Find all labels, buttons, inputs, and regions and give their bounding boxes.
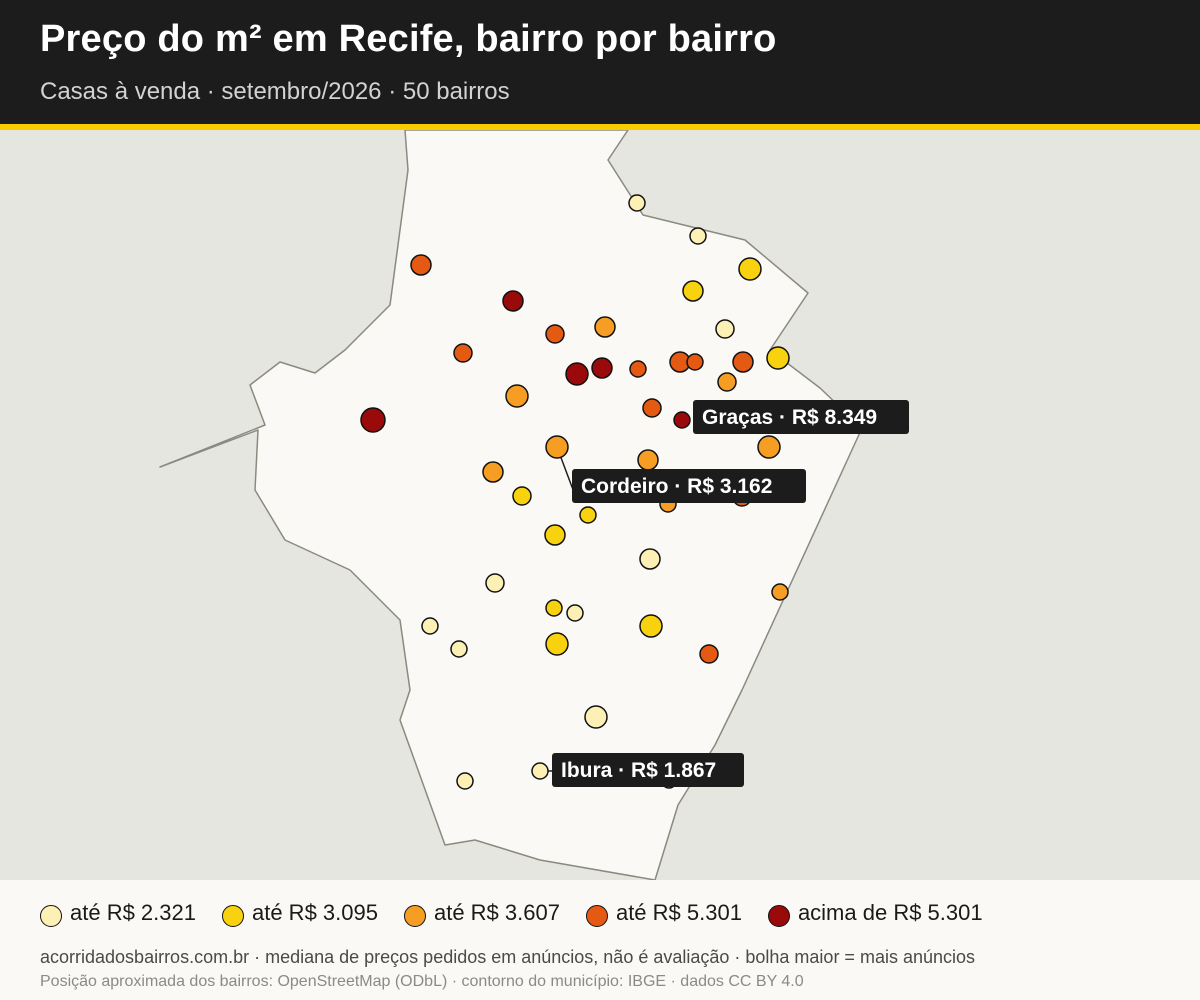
neighborhood-bubble[interactable] (766, 346, 790, 370)
neighborhood-bubble[interactable] (594, 316, 616, 338)
neighborhood-bubble[interactable] (482, 461, 504, 483)
highlighted-bubble[interactable] (673, 411, 691, 429)
neighborhood-bubble[interactable] (410, 254, 432, 276)
legend-item: até R$ 3.095 (221, 900, 378, 927)
neighborhood-bubble[interactable] (584, 705, 608, 729)
neighborhood-bubble[interactable] (738, 257, 762, 281)
highlighted-bubble[interactable] (545, 435, 569, 459)
neighborhood-bubble[interactable] (565, 362, 589, 386)
neighborhood-bubble[interactable] (450, 640, 468, 658)
legend-swatch-class-5 (767, 905, 790, 927)
callout-label: Graças · R$ 8.349 (702, 406, 877, 429)
neighborhood-bubble[interactable] (682, 280, 704, 302)
footer: até R$ 2.321 até R$ 3.095 até R$ 3.607 a… (0, 880, 1200, 1000)
neighborhood-bubble[interactable] (502, 290, 524, 312)
callout-box (572, 469, 806, 503)
neighborhood-bubble[interactable] (579, 506, 597, 524)
neighborhood-bubble[interactable] (505, 384, 529, 408)
legend-label: até R$ 5.301 (615, 900, 742, 925)
legend-label: até R$ 3.607 (433, 900, 560, 925)
legend-label: até R$ 2.321 (70, 900, 196, 925)
callout-box (693, 400, 909, 434)
legend-label: acima de R$ 5.301 (797, 900, 983, 925)
source-credits: Posição aproximada dos bairros: OpenStre… (40, 973, 804, 990)
legend-label: até R$ 3.095 (251, 900, 378, 925)
legend-item: acima de R$ 5.301 (767, 900, 983, 927)
callout-labels: Graças · R$ 8.349 Cordeiro · R$ 3.162 Ibur… (531, 400, 909, 787)
callout-label: Ibura · R$ 1.867 (561, 759, 716, 782)
legend: até R$ 2.321 até R$ 3.095 até R$ 3.607 a… (40, 898, 1009, 928)
neighborhood-bubble[interactable] (545, 599, 563, 617)
neighborhood-bubble[interactable] (545, 632, 569, 656)
methodology-note: acorridadosbairros.com.br · mediana de p… (40, 947, 976, 967)
header: Preço do m² em Recife, bairro por bairro… (0, 0, 1200, 124)
neighborhood-bubble[interactable] (717, 372, 737, 392)
neighborhood-bubble[interactable] (732, 351, 754, 373)
legend-swatch-class-2 (221, 905, 244, 927)
neighborhood-bubble[interactable] (545, 324, 565, 344)
callout-label: Cordeiro · R$ 3.162 (581, 475, 772, 498)
neighborhood-bubble[interactable] (485, 573, 505, 593)
map-subtitle: Casas à venda · setembro/2026 · 50 bairr… (40, 78, 510, 105)
legend-swatch-class-3 (403, 905, 426, 927)
recife-bubble-map: Graças · R$ 8.349 Cordeiro · R$ 3.162 Ibur… (0, 130, 1200, 880)
neighborhood-bubble[interactable] (421, 617, 439, 635)
accent-bar (0, 124, 1200, 130)
neighborhood-bubble[interactable] (637, 449, 659, 471)
legend-item: até R$ 5.301 (585, 900, 742, 927)
neighborhood-bubble[interactable] (639, 548, 661, 570)
neighborhood-bubble[interactable] (591, 357, 613, 379)
neighborhood-bubble[interactable] (629, 360, 647, 378)
neighborhood-bubble[interactable] (642, 398, 662, 418)
legend-swatch-class-1 (40, 905, 62, 927)
neighborhood-bubble[interactable] (639, 614, 663, 638)
neighborhood-bubble[interactable] (715, 319, 735, 339)
legend-item: até R$ 3.607 (403, 900, 560, 927)
neighborhood-bubble[interactable] (689, 227, 707, 245)
map-title: Preço do m² em Recife, bairro por bairro (40, 18, 777, 60)
neighborhood-bubble[interactable] (566, 604, 584, 622)
neighborhood-bubble[interactable] (686, 353, 704, 371)
municipality-outline (159, 130, 863, 880)
highlighted-bubble[interactable] (531, 762, 549, 780)
legend-item: até R$ 2.321 (40, 900, 196, 927)
neighborhood-bubble[interactable] (512, 486, 532, 506)
neighborhood-bubble[interactable] (544, 524, 566, 546)
neighborhood-bubble[interactable] (456, 772, 474, 790)
neighborhood-bubble[interactable] (453, 343, 473, 363)
neighborhood-bubble[interactable] (360, 407, 386, 433)
neighborhood-bubble[interactable] (771, 583, 789, 601)
callout-box (552, 753, 744, 787)
neighborhood-bubble[interactable] (628, 194, 646, 212)
neighborhood-bubble[interactable] (757, 435, 781, 459)
legend-swatch-class-4 (585, 905, 608, 927)
neighborhood-bubble[interactable] (699, 644, 719, 664)
